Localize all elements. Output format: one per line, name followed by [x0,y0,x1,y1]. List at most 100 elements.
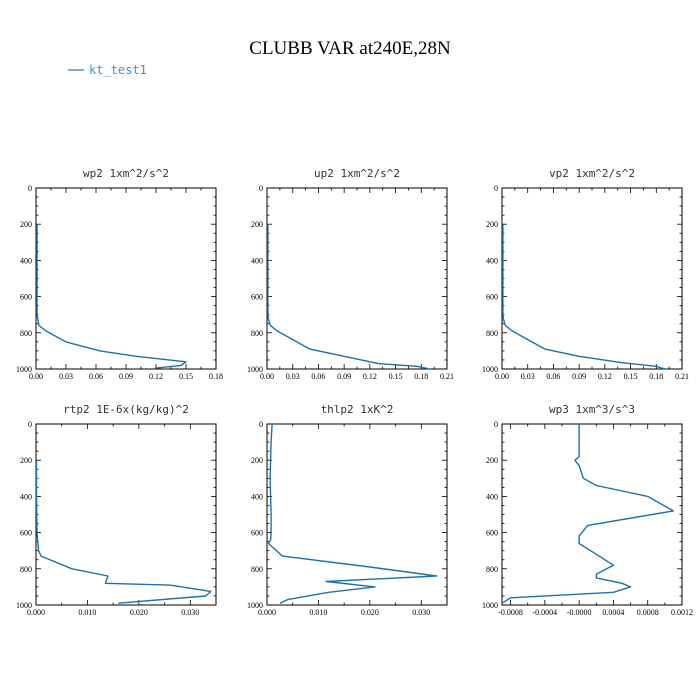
panel-title: wp3 1xm^3/s^3 [549,403,635,416]
y-tick-label: 200 [251,456,263,465]
legend: kt_test1 [68,63,147,77]
panel-title: wp2 1xm^2/s^2 [83,167,169,180]
x-tick-label: 0.18 [649,372,663,381]
y-tick-label: 600 [251,293,263,302]
plot-frame [266,187,448,370]
x-tick-label: 0.0008 [637,608,659,617]
x-tick-label: 0.18 [414,372,428,381]
x-tick-label: -0.0008 [498,608,523,617]
x-tick-label: 0.020 [361,608,379,617]
y-tick-label: 200 [486,220,498,229]
y-tick-label: 400 [20,492,32,501]
series-line [36,224,187,369]
x-tick-label: 0.0004 [602,608,624,617]
x-tick-label: 0.020 [130,608,148,617]
x-tick-label: 0.06 [546,372,560,381]
x-tick-label: -0.0000 [567,608,592,617]
x-tick-label: 0.18 [209,372,223,381]
y-tick-label: 800 [20,329,32,338]
y-tick-label: 800 [251,565,263,574]
y-tick-label: 800 [251,329,263,338]
y-tick-label: 200 [20,456,32,465]
x-tick-label: 0.09 [572,372,586,381]
y-tick-label: 800 [20,565,32,574]
series-line [267,224,431,370]
y-tick-label: 0 [494,184,498,193]
x-tick-label: 0.010 [309,608,327,617]
x-tick-label: 0.010 [78,608,96,617]
x-tick-label: 0.000 [27,608,45,617]
y-tick-label: 1000 [247,601,263,610]
x-tick-label: 0.06 [89,372,103,381]
x-tick-label: 0.0012 [671,608,693,617]
y-tick-label: 600 [251,529,263,538]
series-line [501,424,675,604]
x-tick-label: 0.09 [119,372,133,381]
panel-title: vp2 1xm^2/s^2 [549,167,635,180]
y-tick-label: 200 [20,220,32,229]
legend-label: kt_test1 [89,63,147,77]
x-tick-label: 0.15 [389,372,403,381]
panel-6: wp3 1xm^3/s^3 0 200 400 600 800 1000-0.0008 -0.… [482,403,693,617]
x-tick-label: 0.12 [363,372,377,381]
y-tick-label: 600 [486,293,498,302]
y-tick-label: 600 [20,293,32,302]
y-tick-label: 1000 [482,365,498,374]
x-tick-label: 0.12 [598,372,612,381]
x-tick-label: 0.21 [675,372,689,381]
series-line [35,460,212,604]
x-tick-label: 0.030 [412,608,430,617]
y-tick-label: 0 [28,184,32,193]
plot-frame [501,187,683,370]
y-tick-label: 800 [486,565,498,574]
x-tick-label: 0.09 [337,372,351,381]
y-tick-label: 400 [486,492,498,501]
figure-title: CLUBB VAR at240E,28N [249,38,451,59]
x-tick-label: 0.15 [624,372,638,381]
x-tick-label: -0.0004 [533,608,558,617]
x-tick-label: 0.03 [521,372,535,381]
y-tick-label: 400 [486,256,498,265]
x-tick-label: 0.21 [440,372,454,381]
series-line [502,224,666,370]
panel-title: up2 1xm^2/s^2 [314,167,400,180]
plot-frame [266,423,448,606]
y-tick-label: 0 [494,420,498,429]
x-tick-label: 0.000 [258,608,276,617]
y-tick-label: 200 [251,220,263,229]
x-tick-label: 0.00 [260,372,274,381]
y-tick-label: 0 [259,184,263,193]
y-tick-label: 1000 [16,601,32,610]
y-tick-label: 1000 [16,365,32,374]
y-tick-label: 400 [251,256,263,265]
x-tick-label: 0.03 [286,372,300,381]
plot-frame [35,187,217,370]
y-tick-label: 400 [251,492,263,501]
y-tick-label: 1000 [482,601,498,610]
y-tick-label: 600 [20,529,32,538]
y-tick-label: 400 [20,256,32,265]
x-tick-label: 0.00 [29,372,43,381]
x-tick-label: 0.030 [181,608,199,617]
x-tick-label: 0.15 [179,372,193,381]
panel-title: rtp2 1E-6x(kg/kg)^2 [63,403,189,416]
y-tick-label: 1000 [247,365,263,374]
x-tick-label: 0.06 [311,372,325,381]
y-tick-label: 200 [486,456,498,465]
x-tick-label: 0.03 [59,372,73,381]
y-tick-label: 0 [28,420,32,429]
y-tick-label: 0 [259,420,263,429]
panel-4: rtp2 1E-6x(kg/kg)^2 0 200 400 600 800 10000.00… [16,403,217,617]
plot-frame [35,423,217,606]
y-tick-label: 800 [486,329,498,338]
panel-title: thlp2 1xK^2 [321,403,394,416]
y-tick-label: 600 [486,529,498,538]
x-tick-label: 0.12 [149,372,163,381]
x-tick-label: 0.00 [495,372,509,381]
